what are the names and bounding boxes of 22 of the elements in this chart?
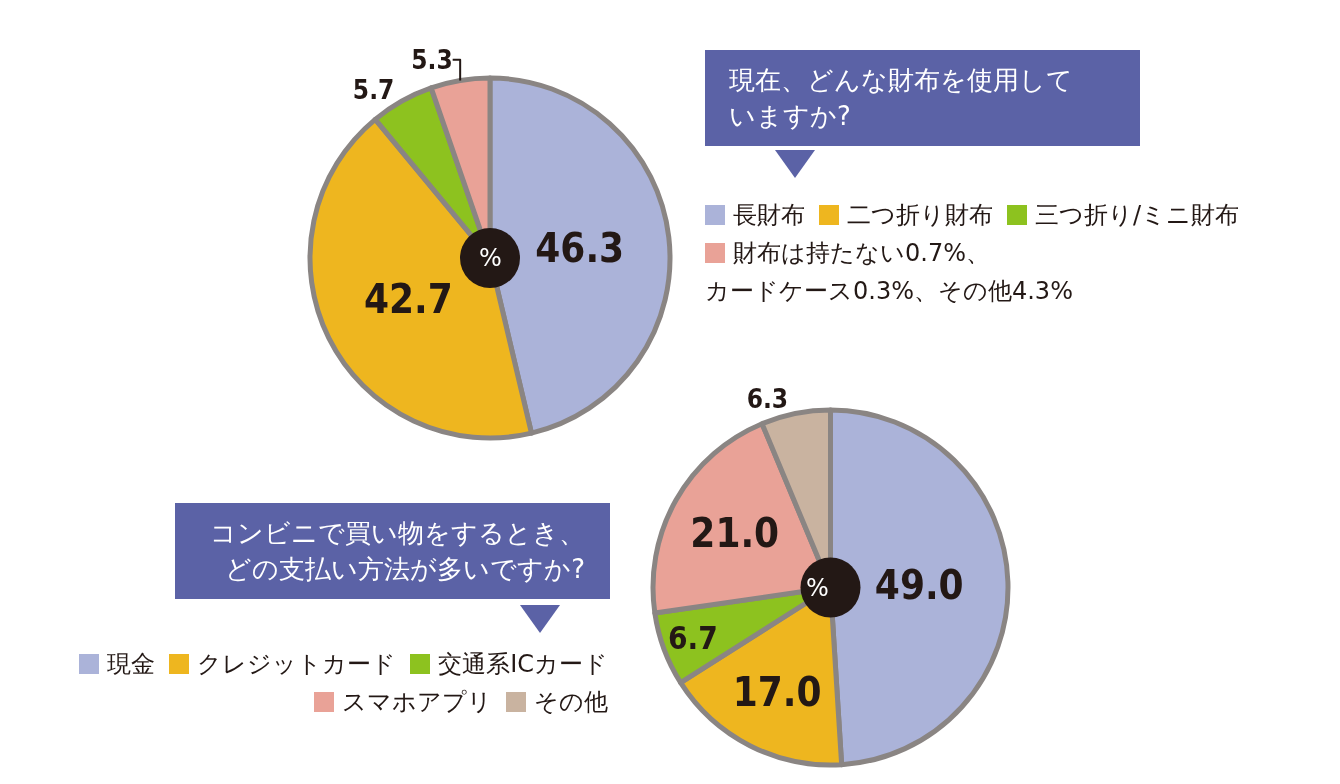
- data-label: 17.0: [732, 669, 822, 716]
- legend-label: スマホアプリ: [342, 688, 492, 716]
- legend-label: 三つ折り/ミニ財布: [1035, 201, 1240, 229]
- data-label: 42.7: [363, 275, 453, 322]
- legend-label: 財布は持たない0.7%、カードケース0.3%、その他4.3%: [705, 239, 1073, 305]
- legend-label: 交通系ICカード: [438, 650, 608, 678]
- legend-label: その他: [534, 688, 608, 716]
- text: %: [806, 574, 829, 602]
- data-label: 5.7: [352, 74, 395, 105]
- data-label: 6.3: [746, 384, 789, 415]
- text: コンビニで買い物をするとき、どの支払い方法が多いですか?: [175, 503, 610, 599]
- data-label: 5.3: [411, 44, 453, 75]
- data-label: 49.0: [874, 561, 964, 608]
- legend-label: 二つ折り財布: [847, 201, 993, 229]
- data-label: 21.0: [690, 510, 780, 557]
- text: %: [479, 244, 502, 272]
- legend-label: 長財布: [733, 201, 805, 229]
- data-label: 46.3: [535, 224, 625, 271]
- legend-label: クレジットカード: [197, 650, 397, 678]
- text: 現在、どんな財布を使用していますか?: [705, 50, 1140, 146]
- legend-label: 現金: [107, 650, 156, 678]
- data-label: 6.7: [667, 620, 718, 657]
